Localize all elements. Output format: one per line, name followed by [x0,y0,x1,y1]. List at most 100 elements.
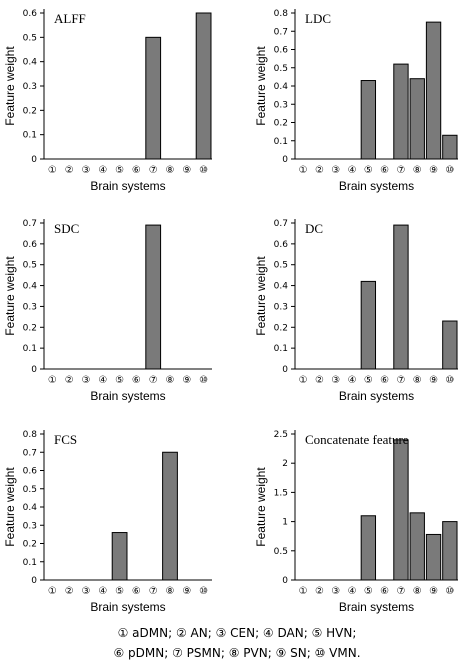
chart-3-x-axis-title: Brain systems [90,389,165,403]
chart-1-ytick-label: 0.2 [23,106,37,116]
chart-3-category-label: ③ [82,375,91,386]
chart-4-category-label: ⑧ [413,375,422,386]
chart-4-panel-title: DC [305,221,323,236]
chart-5-ytick-label: 0.1 [23,558,37,568]
chart-2-ytick-label: 0.5 [274,64,288,74]
chart-6-category-label: ④ [348,586,357,597]
chart-5-ytick-label: 0.2 [23,540,37,550]
chart-4-y-axis-title: Feature weight [254,256,268,336]
chart-3-category-label: ② [65,375,74,386]
chart-5-category-label: ⑩ [199,586,208,597]
chart-2-bar-7 [393,63,409,160]
chart-3-category-label: ⑥ [132,375,141,386]
chart-5-ytick-label: 0.4 [23,503,38,513]
chart-3-ytick-label: 0.7 [23,219,37,229]
chart-1-ytick-label: 0 [31,155,37,165]
chart-1-ytick-label: 0.1 [23,131,37,141]
chart-3-ytick-label: 0.6 [23,240,38,250]
chart-3-bar-7 [145,224,162,370]
chart-4-bar-5 [360,280,377,370]
chart-2-ytick-label: 0.4 [274,82,289,92]
chart-1-ytick-label: 0.5 [23,33,37,43]
chart-2-bar-10 [442,134,458,160]
chart-5-bar-8 [162,451,178,581]
chart-5-bar-5 [111,532,128,581]
chart-2-category-label: ③ [331,165,340,176]
chart-1-category-label: ② [65,165,74,176]
chart-2-x-axis-title: Brain systems [339,179,414,193]
chart-5-category-label: ⑤ [115,586,124,597]
chart-5-ytick-label: 0 [31,576,37,586]
chart-2-panel-title: LDC [305,11,331,26]
chart-3-ytick-label: 0.3 [23,302,37,312]
chart-5-x-axis-title: Brain systems [90,600,165,614]
chart-4-category-label: ⑨ [429,375,438,386]
chart-1-y-axis-title: Feature weight [3,46,17,126]
chart-1-category-label: ⑩ [199,165,208,176]
chart-5-category-label: ④ [98,586,107,597]
chart-3-category-label: ⑩ [199,375,208,386]
chart-2-ytick-label: 0.6 [274,46,289,56]
chart-5-ytick-label: 0.5 [23,485,37,495]
chart-6-category-label: ⑩ [445,586,454,597]
chart-3-category-label: ⑨ [182,375,191,386]
chart-2-ytick-label: 0.2 [274,119,288,129]
chart-6-ytick-label: 0 [282,576,288,586]
chart-2-category-label: ④ [348,165,357,176]
chart-6-bar-10 [442,521,458,581]
chart-2-ytick-label: 0.8 [274,9,289,19]
chart-5-ytick-label: 0.7 [23,448,37,458]
chart-4-category-label: ⑤ [364,375,373,386]
chart-3-category-label: ④ [98,375,107,386]
chart-1-category-label: ③ [82,165,91,176]
chart-6-ytick-label: 0.5 [274,547,288,557]
chart-2-category-label: ⑦ [396,165,405,176]
chart-4-ytick-label: 0.5 [274,261,288,271]
chart-1-x-axis-title: Brain systems [90,179,165,193]
chart-6-ytick-label: 2.5 [274,430,288,440]
chart-4-category-label: ⑦ [396,375,405,386]
chart-1-category-label: ④ [98,165,107,176]
chart-4-category-label: ③ [331,375,340,386]
chart-6-ytick-label: 1 [282,518,288,528]
chart-1-ytick-label: 0.6 [23,9,38,19]
chart-4-ytick-label: 0.7 [274,219,288,229]
chart-5-category-label: ⑨ [182,586,191,597]
chart-5-ytick-label: 0.3 [23,521,37,531]
chart-4-category-label: ④ [348,375,357,386]
chart-5-category-label: ⑧ [166,586,175,597]
legend-line-1: ① aDMN; ② AN; ③ CEN; ④ DAN; ⑤ HVN; [117,626,357,640]
chart-5-category-label: ② [65,586,74,597]
chart-1-panel-title: ALFF [54,11,86,26]
chart-3-y-axis-title: Feature weight [3,256,17,336]
chart-2-category-label: ⑨ [429,165,438,176]
chart-6-x-axis-title: Brain systems [339,600,414,614]
chart-3-category-label: ⑧ [166,375,175,386]
chart-1-category-label: ⑨ [182,165,191,176]
chart-3-category-label: ① [48,375,57,386]
chart-6-category-label: ⑤ [364,586,373,597]
chart-3-ytick-label: 0.5 [23,261,37,271]
chart-5-panel-title: FCS [54,432,77,447]
chart-4-ytick-label: 0.3 [274,302,288,312]
chart-2-category-label: ⑩ [445,165,454,176]
chart-6-bar-8 [409,512,425,581]
chart-6-ytick-label: 1.5 [274,488,288,498]
chart-3-panel-title: SDC [54,221,79,236]
chart-2-bar-8 [409,78,425,160]
chart-1-bar-7 [145,36,162,160]
chart-2-category-label: ② [315,165,324,176]
chart-6-category-label: ⑧ [413,586,422,597]
chart-4-category-label: ② [315,375,324,386]
chart-4-category-label: ① [299,375,308,386]
chart-5-category-label: ⑦ [149,586,158,597]
chart-6-category-label: ⑥ [380,586,389,597]
chart-2-category-label: ⑧ [413,165,422,176]
chart-4-x-axis-title: Brain systems [339,389,414,403]
chart-4-ytick-label: 0.1 [274,344,288,354]
chart-6-bar-9 [425,533,442,581]
chart-6-category-label: ③ [331,586,340,597]
chart-4-category-label: ⑩ [445,375,454,386]
chart-4-bar-10 [442,320,458,370]
chart-5-category-label: ③ [82,586,91,597]
